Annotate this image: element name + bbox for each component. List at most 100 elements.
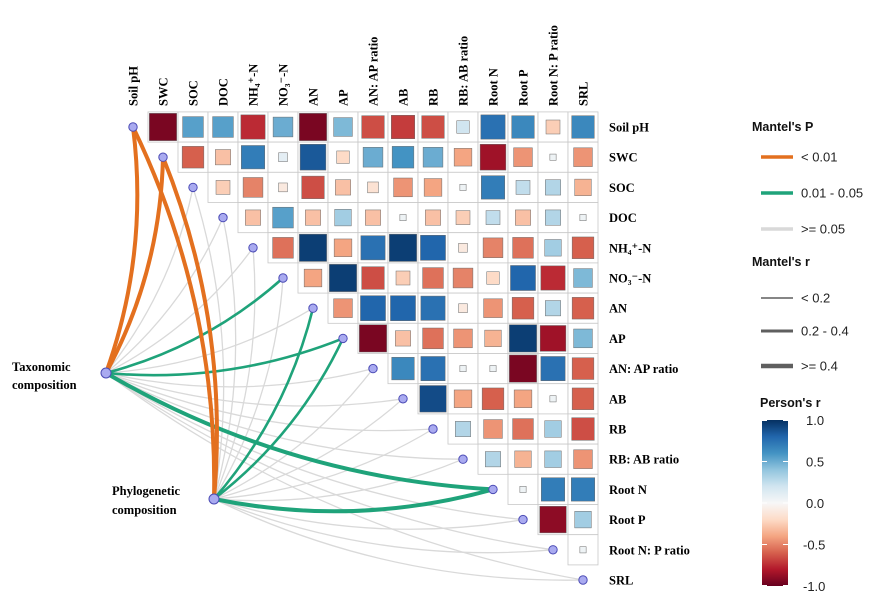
correlation-square (303, 268, 323, 288)
correlation-square (245, 209, 261, 226)
mantel-link (105, 372, 524, 521)
correlation-square (484, 329, 502, 347)
mantel-p-key-label: < 0.01 (801, 150, 838, 165)
row-label: Root N: P ratio (609, 543, 690, 557)
correlation-square (455, 421, 471, 437)
row-label: Root N (609, 483, 647, 497)
mantel-link (213, 498, 584, 581)
correlation-square (571, 477, 595, 502)
column-label: SWC (157, 78, 171, 106)
correlation-square (360, 295, 386, 321)
correlation-square (545, 179, 561, 196)
correlation-square (511, 297, 535, 320)
correlation-square (540, 265, 566, 291)
correlation-square (419, 385, 447, 413)
row-label: AP (609, 332, 626, 346)
correlation-square (362, 147, 384, 168)
variable-node (338, 333, 348, 344)
row-label: NH₄⁺-N (609, 241, 651, 255)
column-label: RB (427, 89, 441, 106)
correlation-square (420, 356, 446, 381)
correlation-square (539, 325, 567, 352)
column-label: Root P (517, 69, 531, 106)
correlation-square (241, 145, 265, 170)
group-node-taxonomic (100, 367, 112, 379)
correlation-square (242, 177, 264, 198)
correlation-square (545, 209, 561, 226)
mantel-link (192, 186, 225, 500)
mantel-link (212, 487, 495, 514)
colorbar-tick-label: 0.5 (806, 455, 824, 470)
grid-cell (387, 171, 419, 203)
correlation-square (571, 417, 595, 441)
mantel-link (213, 277, 284, 500)
variable-node (578, 575, 588, 585)
correlation-square (458, 303, 468, 313)
correlation-square (333, 238, 353, 257)
correlation-square (459, 365, 467, 372)
mantel-link (105, 186, 194, 374)
correlation-square (395, 330, 411, 347)
correlation-square (334, 209, 352, 227)
correlation-square (215, 149, 231, 166)
mantel-link (161, 155, 219, 501)
correlation-square (453, 148, 473, 167)
correlation-square (391, 146, 415, 169)
variable-nodes (128, 122, 588, 585)
mantel-p-legend-title: Mantel's P (752, 120, 813, 134)
correlation-square (425, 209, 441, 226)
composition-groups: Taxonomic composition Phylogenetic compo… (12, 360, 220, 517)
correlation-square (361, 266, 385, 290)
variable-node (278, 273, 288, 283)
mantel-link (213, 367, 374, 500)
correlation-square (182, 116, 204, 138)
mantel-r-legend-title: Mantel's r (752, 255, 810, 269)
correlation-square (336, 150, 350, 164)
row-label: SWC (609, 151, 637, 165)
correlation-square (455, 210, 471, 225)
row-label: Root P (609, 513, 646, 527)
correlation-square (422, 267, 444, 289)
correlation-square (453, 328, 473, 349)
mantel-link (105, 216, 224, 374)
colorbar-ticks (762, 420, 788, 586)
correlation-square (513, 147, 533, 167)
row-label: SOC (609, 181, 635, 195)
variable-node (218, 212, 228, 223)
mantel-r-key-label: >= 0.4 (801, 359, 838, 374)
correlation-square (333, 117, 353, 137)
correlation-square (335, 179, 351, 196)
correlation-square (423, 178, 443, 197)
row-label: AN: AP ratio (609, 362, 678, 376)
mantel-link (213, 247, 256, 500)
correlation-square (515, 209, 531, 226)
correlation-square (212, 116, 234, 138)
correlation-square (482, 237, 504, 258)
correlation-square (549, 153, 557, 161)
correlation-square (359, 324, 387, 353)
correlation-square (299, 113, 327, 141)
colorbar-tick-label: -0.5 (803, 538, 825, 553)
correlation-square (181, 146, 205, 169)
correlation-square (540, 356, 566, 381)
correlation-square (579, 214, 587, 221)
row-label: RB: AB ratio (609, 453, 679, 467)
variable-node (458, 454, 468, 464)
correlation-square (573, 328, 593, 349)
correlation-square (574, 511, 592, 529)
correlation-square (453, 389, 473, 408)
correlation-square (509, 324, 537, 353)
correlation-square (539, 506, 567, 534)
mantel-link (104, 371, 495, 492)
correlation-square (486, 271, 500, 285)
colorbar-tick-label: -1.0 (803, 579, 825, 594)
mantel-link (212, 306, 315, 501)
correlation-square (333, 298, 353, 318)
mantel-link (105, 372, 404, 407)
row-label: AN (609, 302, 627, 316)
row-label: RB (609, 423, 626, 437)
correlation-square (571, 357, 595, 380)
variable-node (368, 363, 378, 374)
correlation-square (305, 209, 321, 226)
